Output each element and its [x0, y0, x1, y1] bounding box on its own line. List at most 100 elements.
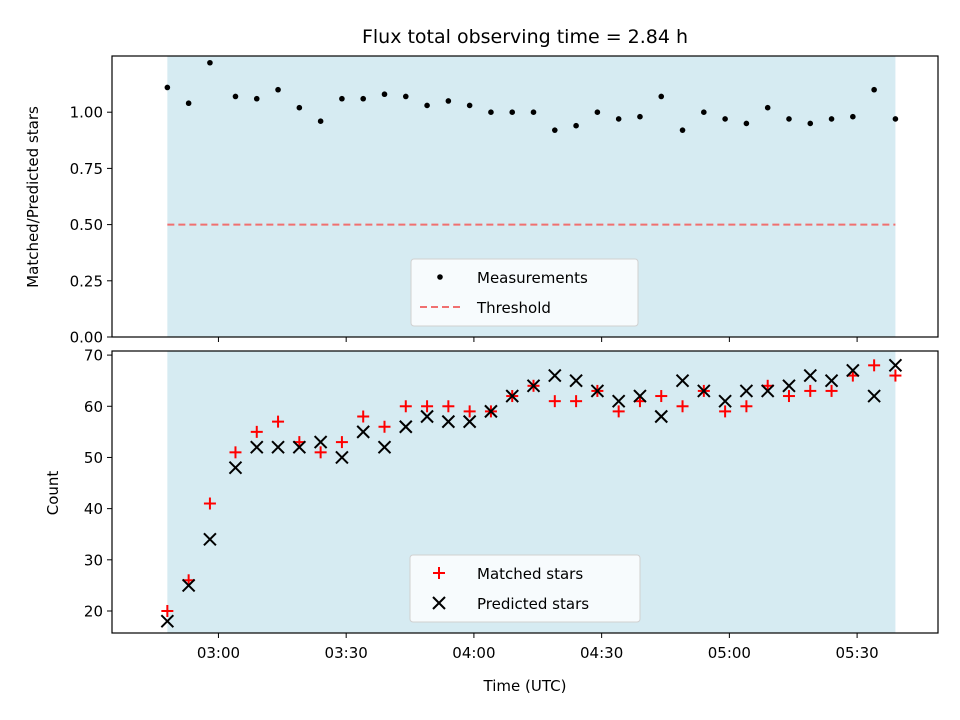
predicted-stars-point — [888, 358, 903, 373]
measurement-point — [658, 93, 665, 100]
measurement-point — [850, 113, 856, 120]
matched-stars-point — [442, 400, 455, 413]
x-tick-label: 04:00 — [452, 644, 495, 662]
predicted-stars-point — [782, 379, 796, 393]
measurement-point — [807, 120, 814, 127]
matched-stars-point — [399, 400, 412, 413]
matched-stars-point — [272, 415, 285, 428]
predicted-stars-point — [526, 379, 541, 393]
measurement-point — [488, 109, 494, 115]
measurement-point — [466, 102, 473, 109]
measurement-point — [573, 122, 579, 129]
predicted-stars-point — [697, 384, 711, 398]
matched-stars-point — [421, 400, 434, 413]
predicted-stars-point — [739, 384, 754, 398]
top-panel: 0.00 0.25 0.50 0.75 1.00 Matched/Predicted s… — [24, 55, 939, 347]
predicted-stars-point — [228, 460, 243, 475]
top-legend-box — [410, 258, 639, 327]
matched-stars-point — [203, 497, 216, 510]
predicted-stars-point — [335, 450, 349, 465]
measurement-point — [594, 109, 601, 115]
predicted-stars-point — [250, 440, 264, 454]
measurement-point — [360, 95, 367, 102]
matched-stars-point — [804, 384, 817, 397]
top-y-tick-label: 1.00 — [70, 104, 103, 122]
measurement-point — [185, 100, 192, 107]
measurement-point — [701, 109, 707, 115]
measurement-point — [552, 127, 558, 133]
predicted-stars-point — [420, 409, 434, 424]
predicted-stars-point — [548, 368, 562, 383]
matched-stars-point — [378, 420, 391, 433]
bottom-legend-box — [409, 554, 641, 623]
bot-y-tick-label: 60 — [84, 398, 103, 416]
matched-stars-point — [229, 446, 242, 459]
predicted-stars-point — [292, 440, 307, 454]
measurement-point — [786, 116, 792, 122]
bot-y-tick-label: 30 — [84, 551, 103, 569]
matched-stars-point — [250, 425, 263, 438]
predicted-stars-point — [718, 394, 732, 408]
measurement-point — [164, 84, 171, 91]
legend-marker-measurements — [437, 274, 443, 280]
predicted-stars-point — [590, 384, 605, 398]
matched-stars-point — [676, 400, 689, 413]
measurement-point — [402, 93, 409, 100]
matched-stars-point — [335, 436, 348, 449]
measurement-point — [253, 95, 260, 102]
measurement-point — [207, 59, 213, 66]
bottom-panel: 20 30 40 50 60 70 03:00 03:30 04:00 04:30 05:00 05… — [44, 347, 939, 695]
measurement-point — [296, 104, 303, 111]
legend-marker-predicted-stars — [432, 596, 446, 610]
predicted-stars-point — [441, 414, 456, 429]
predicted-stars-point — [824, 373, 839, 388]
measurement-point — [871, 86, 877, 93]
x-axis-label: Time (UTC) — [483, 677, 567, 695]
predicted-stars-point — [377, 440, 392, 454]
matched-stars-point — [357, 410, 370, 423]
measurement-point — [424, 102, 430, 109]
predicted-stars-point — [803, 368, 817, 383]
predicted-stars-point — [160, 614, 175, 628]
predicted-stars-point — [675, 373, 690, 388]
legend-label-measurements: Measurements — [477, 269, 588, 287]
measurement-point — [445, 98, 452, 104]
predicted-stars-point — [846, 363, 860, 378]
measurement-point — [892, 116, 899, 122]
measurement-point — [828, 116, 835, 122]
measurement-point — [509, 109, 516, 115]
matched-stars-point — [889, 369, 902, 382]
predicted-stars-point — [181, 578, 196, 593]
x-tick-label: 03:30 — [325, 644, 368, 662]
measurement-point — [764, 104, 771, 111]
predicted-stars-point — [633, 389, 647, 403]
predicted-stars-point — [271, 440, 285, 454]
matched-stars-point — [548, 395, 561, 408]
measurement-point — [722, 116, 728, 122]
matched-stars-point — [463, 405, 476, 418]
top-y-tick-label: 0.75 — [70, 160, 103, 178]
matched-stars-point — [868, 359, 881, 372]
matched-stars-point — [612, 405, 625, 418]
x-tick-label: 04:30 — [580, 644, 623, 662]
predicted-stars-point — [611, 394, 626, 408]
measurement-point — [339, 95, 345, 102]
measurement-point — [530, 109, 537, 115]
x-tick-label: 03:00 — [197, 644, 240, 662]
matched-stars-point — [655, 390, 668, 403]
legend-label-predicted-stars: Predicted stars — [477, 595, 589, 613]
predicted-stars-point — [867, 389, 881, 403]
matched-stars-point — [161, 604, 174, 617]
predicted-stars-point — [505, 389, 519, 403]
top-y-tick-label: 0.00 — [70, 329, 103, 347]
measurement-point — [232, 93, 239, 100]
predicted-stars-point — [654, 409, 668, 424]
matched-stars-point — [825, 384, 838, 397]
bot-y-tick-label: 40 — [84, 500, 103, 518]
matched-stars-point — [719, 405, 732, 418]
bottom-legend: Matched stars Predicted stars — [409, 554, 641, 623]
measurement-point — [743, 120, 750, 127]
top-axes-frame — [111, 55, 939, 338]
matched-stars-point — [314, 446, 327, 459]
